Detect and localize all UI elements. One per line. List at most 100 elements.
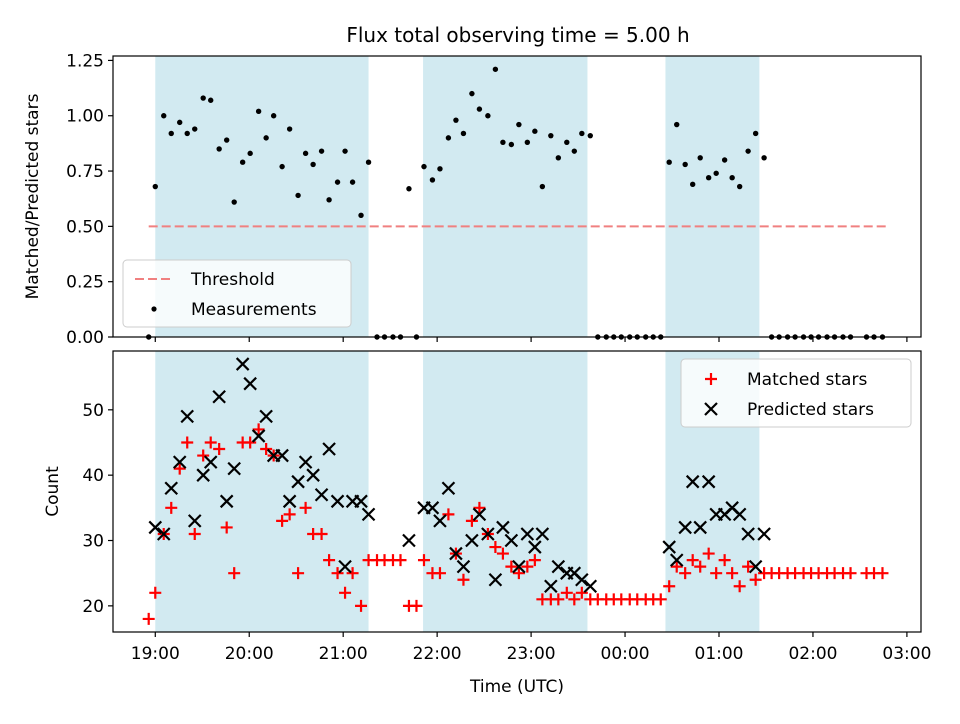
matched-star-point [197,449,210,462]
matched-star-point [315,527,328,540]
predicted-star-point [275,448,289,463]
predicted-star-point [441,481,456,496]
predicted-star-point [291,474,305,489]
matched-star-point [679,567,692,580]
matched-star-point [528,554,541,567]
matched-star-point [694,560,707,573]
y-tick-label: 30 [82,532,104,552]
measurement-point [532,128,538,134]
measurements-legend-swatch [151,306,157,312]
measurement-point [239,159,246,165]
measurement-point [200,95,206,101]
measurement-point [697,155,703,161]
threshold-legend-label: Threshold [190,270,275,290]
bottom-axes: 20 30 40 50 19:00 20:00 21:00 22:00 23:00 00:00 01… [82,350,931,664]
predicted-star-point [259,409,273,424]
predicted-star-point [354,494,368,509]
matched-star-point [165,501,178,514]
measurement-point [666,159,672,165]
predicted-star-point [551,559,566,574]
matched-legend-swatch [705,373,717,385]
observing-window-band [665,56,760,337]
measurement-point [682,161,688,168]
matched-star-point [252,423,265,436]
measurement-point [208,97,214,103]
predicted-star-point [148,520,163,535]
measurement-point [761,155,767,161]
matched-star-point [213,443,226,456]
predicted-star-point [701,474,716,489]
matched-star-point [181,436,194,449]
measurement-point [429,177,436,183]
predicted-star-point [187,514,202,528]
predicted-star-point [172,455,187,469]
measurement-point [453,117,459,123]
chart-title: Flux total observing time = 5.00 h [346,23,689,47]
predicted-stars-series [148,357,771,594]
y-tick-label: 1.00 [66,107,104,127]
measurement-point [571,148,578,154]
predicted-star-point [575,572,589,587]
matched-star-point [552,593,565,606]
y-tick-label: 1.25 [66,51,104,71]
measurement-point [184,130,190,137]
measurement-point [445,135,452,141]
measurement-point [161,113,167,119]
predicted-star-point [678,520,692,535]
matched-legend-marker [705,373,717,385]
measurement-point [500,139,506,145]
measurement-point [579,130,585,137]
measurement-point [421,163,427,170]
measurement-point [152,183,158,190]
x-tick-label: 21:00 [319,644,368,664]
predicted-star-point [196,468,210,482]
measurement-point [476,106,483,112]
matched-star-point [355,599,368,612]
matched-star-point [512,567,525,580]
predicted-star-point [669,553,684,567]
observing-window-band [423,351,588,632]
measurement-point [524,139,531,145]
x-tick-label: 01:00 [695,644,744,664]
matched-star-point [465,514,478,527]
measurement-point [674,121,680,128]
matched-star-point [489,541,502,554]
plot-frame [112,55,922,338]
predicted-star-point [306,468,320,482]
measurement-point [469,90,475,97]
matched-star-point [686,554,699,567]
predicted-star-point [488,572,503,587]
matched-star-point [473,501,486,514]
y-tick-label: 50 [82,401,104,421]
matched-star-point [260,443,273,456]
measurement-point [508,141,515,148]
predicted-legend-swatch [704,402,718,416]
x-tick-label: 20:00 [225,644,274,664]
top-legend: Threshold Measurements [122,259,352,328]
measurement-point [365,159,372,165]
matched-star-point [339,586,352,599]
matched-star-point [346,567,359,580]
measurement-point [729,174,735,181]
predicted-star-point [449,546,463,561]
x-tick-label: 22:00 [413,644,462,664]
predicted-star-point [732,507,747,522]
y-tick-label: 20 [82,597,104,617]
top-panel: 0.00 0.25 0.50 0.75 1.00 1.25 Matched/Predict… [23,51,922,348]
top-axes: 0.00 0.25 0.50 0.75 1.00 1.25 [66,51,922,348]
top-legend-frame [122,259,352,328]
matched-star-point [283,508,296,521]
predicted-star-point [314,487,329,502]
predicted-star-point [583,579,598,594]
matched-star-point [323,554,336,567]
measurement-point [406,186,412,192]
predicted-star-point [757,527,771,541]
predicted-star-point [662,540,676,554]
measurement-point [745,148,751,154]
predicted-star-point [227,461,241,476]
matched-star-point [718,554,731,567]
predicted-star-point [456,559,471,574]
measurement-point [255,108,262,115]
predicted-star-point [243,376,257,391]
